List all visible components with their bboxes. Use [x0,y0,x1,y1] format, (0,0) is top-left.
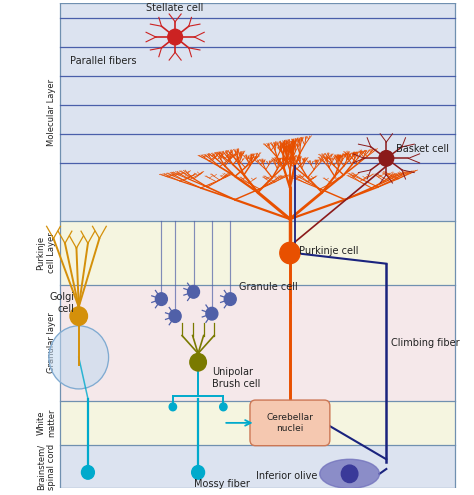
Text: Cerebellar
nuclei: Cerebellar nuclei [266,413,313,433]
Circle shape [190,353,206,371]
Bar [60,445,455,489]
Text: Purkinje
cell Layer: Purkinje cell Layer [36,233,56,273]
Text: Granule cell: Granule cell [239,282,298,292]
Circle shape [341,465,358,483]
Text: Purkinje cell: Purkinje cell [299,246,359,255]
Circle shape [169,403,176,411]
Circle shape [280,243,300,264]
Circle shape [70,307,88,325]
Bar [60,401,455,445]
Text: Parallel fibers: Parallel fibers [70,56,136,66]
Circle shape [169,310,181,322]
Text: Molecular Layer: Molecular Layer [47,79,56,146]
Circle shape [155,293,167,305]
Text: Brainstem/
spinal cord: Brainstem/ spinal cord [36,444,56,490]
Text: Inferior olive: Inferior olive [256,471,318,481]
Circle shape [82,466,94,479]
Circle shape [224,293,236,305]
Text: Granular layer: Granular layer [47,312,56,373]
Circle shape [49,326,109,389]
Text: Mossy fiber: Mossy fiber [193,479,249,489]
Bar [60,3,455,221]
Bar [60,221,455,285]
Text: White
matter: White matter [36,409,56,437]
Circle shape [188,286,200,298]
Bar [60,285,455,401]
Text: Climbing fiber: Climbing fiber [391,338,460,348]
Text: Stellate cell: Stellate cell [146,3,204,13]
Circle shape [219,403,227,411]
Circle shape [379,150,394,166]
Text: Basket cell: Basket cell [395,144,448,153]
Text: Unipolar
Brush cell: Unipolar Brush cell [212,367,260,389]
Text: Golgi
cell: Golgi cell [49,292,74,314]
Ellipse shape [320,459,380,489]
Circle shape [168,29,182,45]
Circle shape [191,466,204,479]
Circle shape [206,307,218,320]
FancyBboxPatch shape [250,400,330,446]
